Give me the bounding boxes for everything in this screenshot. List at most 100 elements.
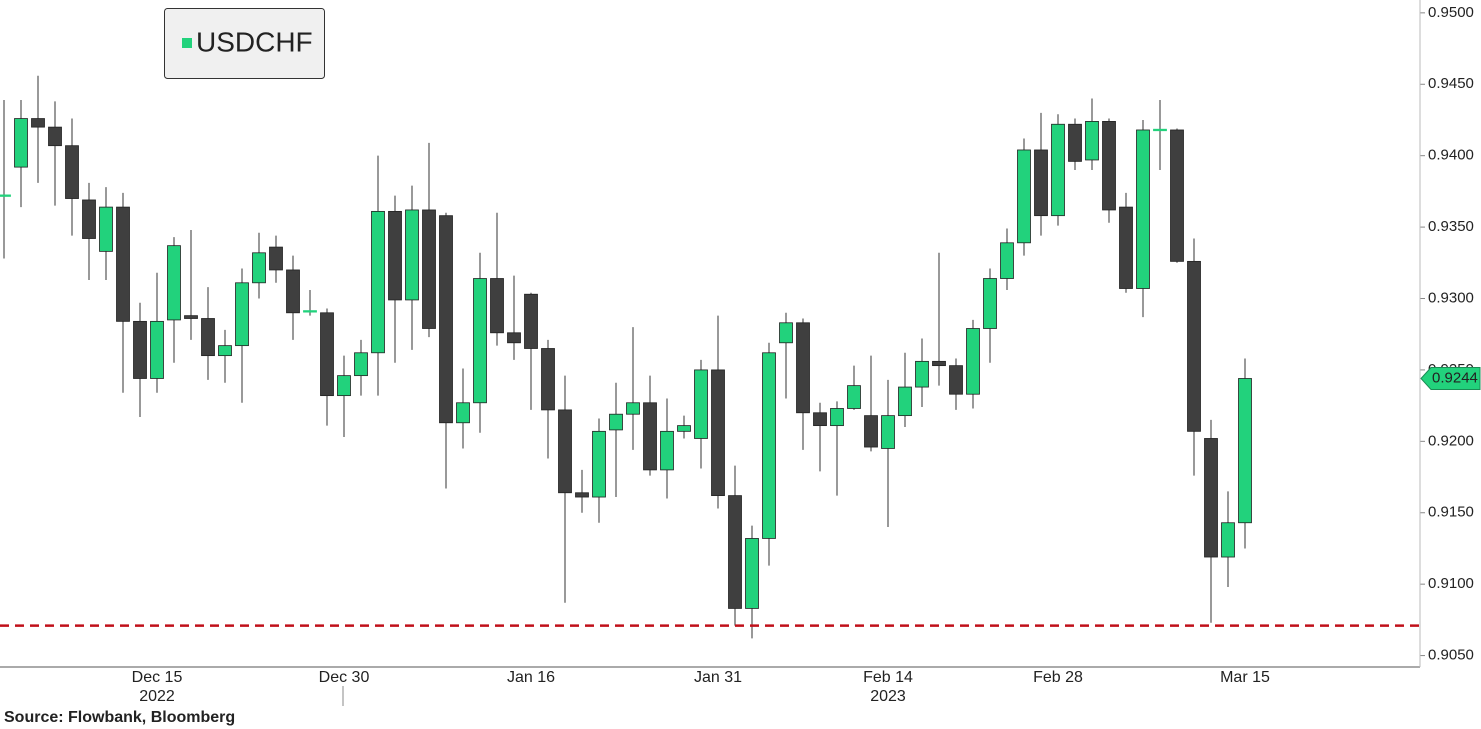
candle-body bbox=[473, 278, 487, 404]
candle-body bbox=[456, 402, 470, 424]
candle-body bbox=[779, 322, 793, 344]
candle-body bbox=[422, 209, 436, 329]
candle-body bbox=[1170, 129, 1184, 262]
candle-body bbox=[541, 348, 555, 411]
candle-body bbox=[167, 245, 181, 321]
candle-body bbox=[575, 492, 589, 498]
candle-body bbox=[949, 365, 963, 395]
candle-body bbox=[14, 118, 28, 168]
candle-body bbox=[405, 209, 419, 301]
candle-body bbox=[1119, 206, 1133, 289]
legend-label: USDCHF bbox=[196, 26, 313, 57]
x-year-label: 2023 bbox=[870, 688, 906, 705]
candle-body bbox=[1136, 129, 1150, 289]
candle-body bbox=[1085, 121, 1099, 161]
candle-body bbox=[184, 315, 198, 319]
candle-body bbox=[201, 318, 215, 357]
candle-body bbox=[677, 425, 691, 432]
candle-body bbox=[983, 278, 997, 329]
y-tick-label: 0.9450 bbox=[1428, 75, 1474, 92]
candle-body bbox=[1051, 123, 1065, 217]
candle-body bbox=[65, 145, 79, 199]
candle-body bbox=[1238, 378, 1252, 524]
candle-body bbox=[1187, 260, 1201, 432]
candle-body bbox=[337, 375, 351, 397]
candle-body bbox=[31, 118, 45, 128]
x-tick-label: Dec 15 bbox=[132, 669, 183, 686]
candle-body bbox=[592, 430, 606, 498]
candle-body bbox=[286, 269, 300, 314]
candle-body bbox=[813, 412, 827, 427]
candle-body bbox=[48, 126, 62, 147]
candle-body bbox=[626, 402, 640, 415]
y-tick-label: 0.9100 bbox=[1428, 575, 1474, 592]
candle-body bbox=[796, 322, 810, 414]
axis-layer: 0.90500.91000.91500.92000.92500.93000.93… bbox=[132, 4, 1481, 705]
legend: USDCHF bbox=[164, 8, 325, 79]
y-tick-label: 0.9050 bbox=[1428, 647, 1474, 664]
candle-body bbox=[507, 332, 521, 344]
y-tick-label: 0.9400 bbox=[1428, 147, 1474, 164]
source-note: Source: Flowbank, Bloomberg bbox=[4, 709, 235, 726]
y-tick-label: 0.9150 bbox=[1428, 504, 1474, 521]
plot-area bbox=[0, 75, 1420, 639]
candle-body bbox=[1000, 242, 1014, 279]
candle-body bbox=[490, 278, 504, 334]
x-tick-label: Mar 15 bbox=[1220, 669, 1270, 686]
candle-body bbox=[269, 246, 283, 271]
candle-body bbox=[609, 413, 623, 431]
candle-body bbox=[915, 360, 929, 388]
candle-body bbox=[1153, 128, 1167, 132]
candle-body bbox=[966, 328, 980, 395]
legend-swatch bbox=[182, 38, 192, 48]
candle-body bbox=[830, 408, 844, 427]
candle-body bbox=[1204, 438, 1218, 558]
candle-body bbox=[303, 310, 317, 313]
y-tick-label: 0.9500 bbox=[1428, 4, 1474, 21]
candle-body bbox=[558, 409, 572, 494]
candle-body bbox=[371, 210, 385, 354]
candle-body bbox=[728, 495, 742, 609]
candle-body bbox=[694, 369, 708, 439]
candle-body bbox=[711, 369, 725, 497]
x-tick-label: Jan 16 bbox=[507, 669, 555, 686]
candle-body bbox=[1034, 149, 1048, 217]
y-tick-label: 0.9350 bbox=[1428, 218, 1474, 235]
candle-body bbox=[320, 312, 334, 397]
candle-body bbox=[354, 352, 368, 377]
candle-body bbox=[881, 415, 895, 449]
candle-body bbox=[150, 320, 164, 379]
x-tick-label: Dec 30 bbox=[319, 669, 370, 686]
candle-body bbox=[235, 282, 249, 347]
candle-body bbox=[1017, 149, 1031, 244]
candle-body bbox=[898, 386, 912, 417]
candle-body bbox=[133, 320, 147, 379]
last-price-label: 0.9244 bbox=[1432, 369, 1478, 386]
candle-body bbox=[643, 402, 657, 471]
y-tick-label: 0.9300 bbox=[1428, 289, 1474, 306]
x-tick-label: Feb 28 bbox=[1033, 669, 1083, 686]
candle-body bbox=[1068, 123, 1082, 162]
candle-body bbox=[82, 199, 96, 239]
candle-body bbox=[847, 385, 861, 409]
candle-body bbox=[0, 194, 11, 197]
candle-body bbox=[99, 206, 113, 252]
candle-body bbox=[388, 210, 402, 301]
candle-body bbox=[762, 352, 776, 539]
x-year-label: 2022 bbox=[139, 688, 175, 705]
x-tick-label: Feb 14 bbox=[863, 669, 913, 686]
candle-body bbox=[439, 215, 453, 424]
candle-body bbox=[932, 360, 946, 367]
candle-body bbox=[524, 293, 538, 349]
candle-body bbox=[252, 252, 266, 284]
y-tick-label: 0.9200 bbox=[1428, 432, 1474, 449]
x-tick-label: Jan 31 bbox=[694, 669, 742, 686]
candle-body bbox=[660, 430, 674, 471]
candle-body bbox=[218, 345, 232, 357]
candle-body bbox=[116, 206, 130, 322]
candle-body bbox=[1102, 121, 1116, 211]
candle-body bbox=[864, 415, 878, 448]
candle-body bbox=[745, 538, 759, 609]
candle-body bbox=[1221, 522, 1235, 558]
